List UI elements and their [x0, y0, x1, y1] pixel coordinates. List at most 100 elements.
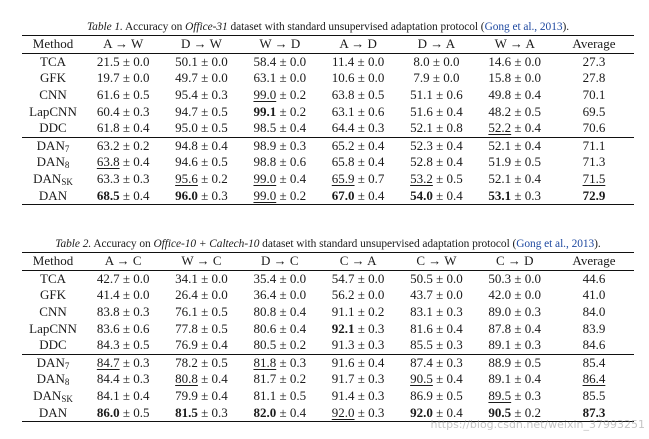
table-row: DAN8 63.8 ± 0.4 94.6 ± 0.5 98.8 ± 0.6 65.8 ±…: [22, 154, 634, 171]
method-subscript: 7: [64, 143, 70, 154]
plus-minus-symbol: ±: [357, 187, 365, 203]
plus-minus-symbol: ±: [357, 171, 365, 187]
accuracy-std: 0.3: [289, 354, 307, 370]
accuracy-cell: 87.4 ± 0.3: [397, 353, 476, 372]
accuracy-mean: 81.5: [175, 404, 198, 420]
average-cell: 70.6: [554, 120, 634, 137]
method-cell: DAN: [22, 187, 84, 204]
average-value: 41.0: [582, 287, 606, 303]
accuracy-mean: 65.9: [331, 171, 355, 187]
accuracy-std: 0.5: [446, 171, 463, 187]
accuracy-cell: 63.3 ± 0.3: [84, 171, 162, 188]
accuracy-std: 0.2: [524, 404, 542, 420]
accuracy-mean: 84.1: [96, 388, 120, 404]
accuracy-std: 0.4: [133, 154, 150, 170]
accuracy-mean: 80.8: [253, 304, 277, 320]
method-cell: LapCNN: [22, 320, 84, 337]
accuracy-std: 0.3: [446, 354, 463, 370]
method-name: GFK: [40, 70, 67, 86]
plus-minus-symbol: ±: [357, 354, 365, 370]
plus-minus-symbol: ±: [279, 137, 287, 153]
accuracy-mean: 83.1: [410, 304, 433, 320]
method-name: GFK: [40, 287, 67, 303]
method-name: CNN: [39, 87, 67, 103]
accuracy-mean: 52.2: [488, 120, 512, 136]
accuracy-std: 0.0: [446, 287, 463, 303]
accuracy-mean: 52.1: [488, 171, 512, 187]
accuracy-mean: 90.5: [488, 404, 512, 420]
method-cell: DAN8: [22, 371, 84, 388]
accuracy-mean: 36.4: [253, 287, 277, 303]
plus-minus-symbol: ±: [279, 354, 287, 370]
accuracy-std: 0.4: [446, 320, 463, 336]
average-value: 44.6: [582, 270, 606, 286]
citation-link[interactable]: Gong et al., 2013: [516, 238, 595, 250]
accuracy-std: 0.8: [446, 120, 463, 136]
accuracy-std: 0.2: [368, 304, 385, 320]
column-header: A → C: [84, 252, 163, 271]
plus-minus-symbol: ±: [514, 304, 522, 320]
accuracy-cell: 54.7 ± 0.0: [319, 270, 397, 287]
accuracy-std: 0.3: [368, 120, 385, 136]
accuracy-cell: 48.2 ± 0.5: [476, 103, 554, 120]
accuracy-mean: 87.8: [488, 320, 512, 336]
accuracy-std: 0.3: [368, 404, 385, 420]
accuracy-cell: 94.7 ± 0.5: [162, 103, 240, 120]
accuracy-std: 0.0: [368, 270, 385, 286]
average-cell: 71.3: [554, 154, 634, 171]
accuracy-cell: 52.1 ± 0.4: [476, 171, 554, 188]
method-cell: TCA: [22, 270, 84, 287]
plus-minus-symbol: ±: [357, 371, 365, 387]
table-row: DANSK 84.1 ± 0.4 79.9 ± 0.4 81.1 ± 0.5 91.4 …: [22, 388, 634, 405]
accuracy-cell: 53.2 ± 0.5: [397, 171, 475, 188]
accuracy-mean: 61.6: [96, 87, 120, 103]
average-cell: 85.4: [553, 353, 634, 372]
accuracy-mean: 77.8: [175, 320, 198, 336]
method-cell: DAN7: [22, 353, 85, 372]
method-name: TCA: [40, 53, 66, 69]
column-header: C → D: [475, 252, 554, 271]
accuracy-mean: 85.5: [410, 337, 433, 353]
accuracy-cell: 96.0 ± 0.3: [162, 187, 240, 204]
plus-minus-symbol: ±: [122, 171, 130, 187]
plus-minus-symbol: ±: [122, 404, 130, 420]
method-cell: DDC: [22, 337, 84, 354]
accuracy-mean: 26.4: [175, 287, 198, 303]
accuracy-cell: 85.5 ± 0.3: [397, 337, 475, 354]
accuracy-mean: 41.4: [96, 287, 120, 303]
plus-minus-symbol: ±: [201, 53, 209, 69]
plus-minus-symbol: ±: [357, 137, 365, 153]
accuracy-std: 0.3: [524, 337, 542, 353]
plus-minus-symbol: ±: [514, 371, 522, 387]
accuracy-cell: 84.1 ± 0.4: [84, 388, 162, 405]
accuracy-std: 0.4: [524, 87, 542, 103]
accuracy-std: 0.4: [211, 371, 228, 387]
plus-minus-symbol: ±: [514, 154, 522, 170]
accuracy-cell: 65.2 ± 0.4: [318, 136, 398, 155]
accuracy-std: 0.3: [289, 137, 307, 153]
accuracy-cell: 68.5 ± 0.4: [84, 187, 162, 204]
accuracy-std: 0.0: [211, 287, 228, 303]
accuracy-cell: 81.5 ± 0.3: [162, 404, 240, 421]
table-row: CNN 83.8 ± 0.3 76.1 ± 0.5 80.8 ± 0.4 91.1 ± …: [22, 304, 634, 321]
accuracy-std: 0.0: [289, 53, 307, 69]
accuracy-cell: 95.4 ± 0.3: [162, 87, 240, 104]
caption-text: dataset with standard unsupervised adapt…: [259, 238, 517, 250]
accuracy-cell: 89.1 ± 0.4: [476, 371, 554, 388]
accuracy-std: 0.3: [524, 187, 542, 203]
accuracy-mean: 91.1: [331, 304, 355, 320]
accuracy-cell: 83.8 ± 0.3: [84, 304, 162, 321]
table-row: GFK 19.7 ± 0.0 49.7 ± 0.0 63.1 ± 0.0 10.6 ± …: [22, 70, 634, 87]
accuracy-mean: 7.9: [413, 70, 430, 86]
column-header: W → D: [240, 35, 319, 54]
citation-link[interactable]: Gong et al., 2013: [484, 21, 563, 33]
accuracy-std: 0.0: [367, 53, 385, 69]
column-header: C → W: [397, 252, 476, 271]
accuracy-cell: 14.6 ± 0.0: [476, 53, 554, 70]
accuracy-mean: 64.4: [331, 120, 355, 136]
column-header: W → C: [162, 252, 241, 271]
accuracy-cell: 76.1 ± 0.5: [162, 304, 240, 321]
average-value: 70.1: [582, 87, 606, 103]
accuracy-mean: 76.9: [175, 337, 198, 353]
plus-minus-symbol: ±: [436, 337, 444, 353]
